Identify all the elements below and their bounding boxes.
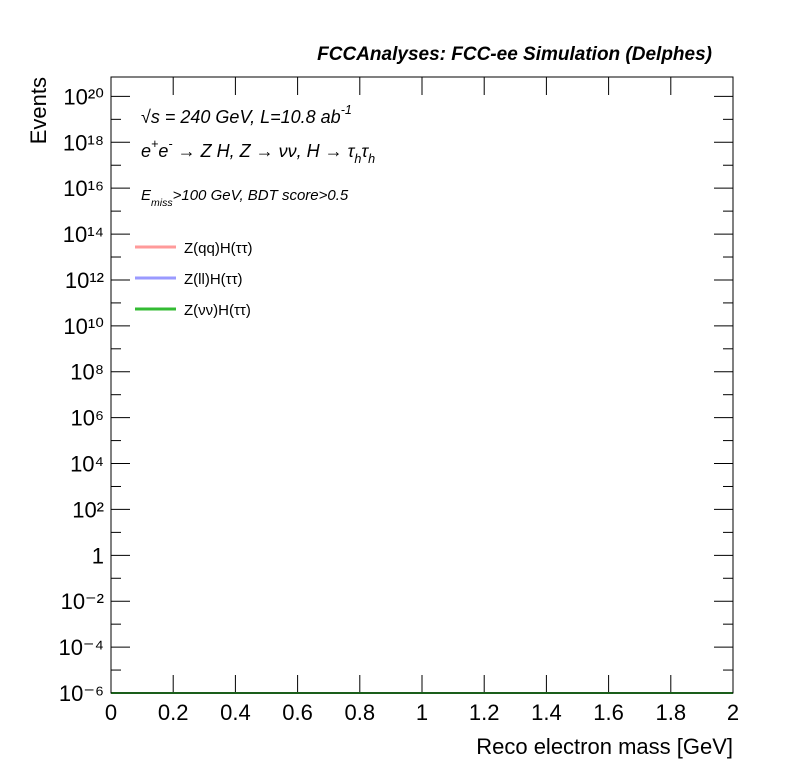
annotation-part: + [151, 137, 158, 151]
annotation-part: E [141, 187, 152, 204]
annotation-part: h [354, 152, 361, 166]
y-tick-label: 10¹⁶ [63, 176, 104, 201]
y-tick-label: 10⁻⁶ [59, 681, 104, 706]
x-tick-label: 2 [727, 700, 739, 725]
x-tick-label: 0.4 [220, 700, 251, 725]
x-tick-label: 0 [105, 700, 117, 725]
annotation-part: → Z H, Z → νν, H → τ [173, 141, 356, 161]
annotation: √s = 240 GeV, L=10.8 ab-1 [141, 103, 352, 127]
y-tick-label: 1 [92, 543, 104, 568]
annotation: e+e- → Z H, Z → νν, H → τhτh [141, 137, 375, 166]
y-tick-label: 10⁻² [61, 589, 104, 614]
x-axis-label: Reco electron mass [GeV] [476, 734, 733, 759]
y-tick-label: 10⁶ [70, 406, 104, 431]
legend-label: Z(νν)H(ττ) [184, 302, 251, 319]
y-tick-label: 10⁸ [70, 360, 104, 385]
y-tick-label: 10²⁰ [63, 84, 104, 109]
y-axis-label: Events [26, 77, 51, 144]
legend-label: Z(ll)H(ττ) [184, 271, 243, 288]
annotation-part: e [141, 141, 151, 161]
x-tick-label: 1.6 [593, 700, 624, 725]
chart-title: FCCAnalyses: FCC-ee Simulation (Delphes) [317, 44, 712, 65]
x-tick-label: 0.2 [158, 700, 189, 725]
annotation-part: - [168, 137, 172, 151]
y-tick-label: 10⁻⁴ [58, 635, 104, 660]
legend-label: Z(qq)H(ττ) [184, 240, 253, 257]
annotation: Emiss>100 GeV, BDT score>0.5 [141, 187, 349, 209]
y-tick-label: 10² [72, 497, 104, 522]
annotation-part: √s = 240 GeV, L=10.8 ab [141, 107, 341, 127]
annotation-part: miss [151, 197, 173, 209]
x-tick-label: 0.8 [345, 700, 376, 725]
y-tick-label: 10⁴ [70, 452, 104, 477]
x-tick-label: 1.4 [531, 700, 562, 725]
annotation-part: >100 GeV, BDT score>0.5 [173, 187, 349, 204]
x-tick-label: 1.2 [469, 700, 500, 725]
x-tick-label: 0.6 [282, 700, 313, 725]
annotation-part: τ [361, 141, 369, 161]
plot-frame [110, 76, 734, 694]
x-tick-label: 1 [416, 700, 428, 725]
y-tick-label: 10¹⁴ [63, 222, 104, 247]
y-tick-label: 10¹⁸ [63, 130, 104, 155]
annotation-part: h [368, 152, 375, 166]
annotation-part: e [158, 141, 168, 161]
annotation-part: -1 [341, 103, 352, 117]
x-tick-label: 1.8 [656, 700, 687, 725]
y-tick-label: 10¹⁰ [63, 314, 104, 339]
y-tick-label: 10¹² [65, 268, 104, 293]
